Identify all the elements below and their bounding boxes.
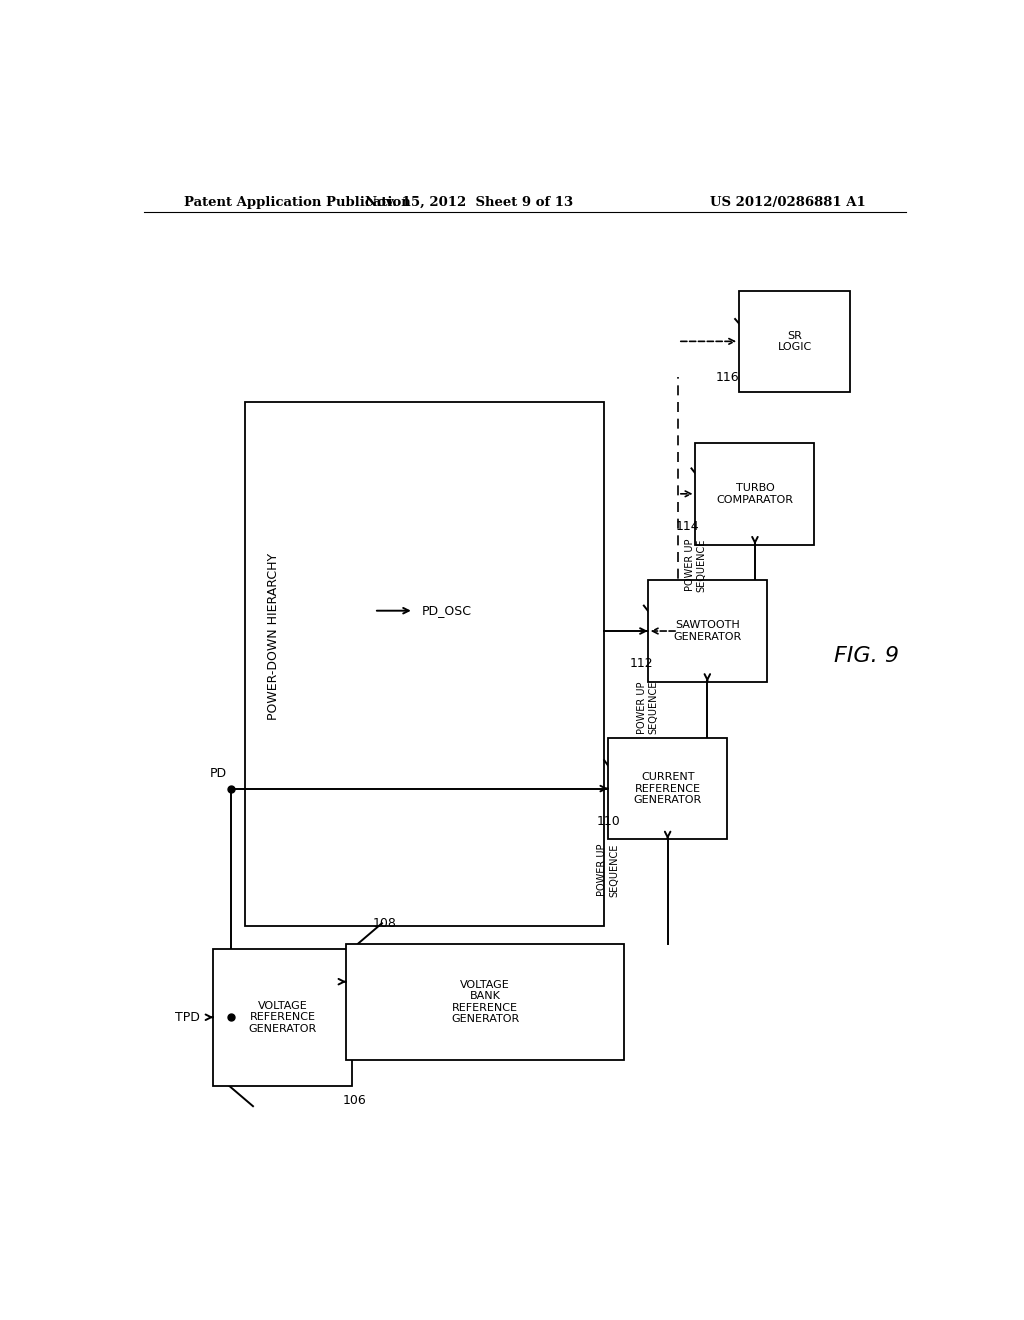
Text: 116: 116 — [715, 371, 739, 384]
Text: PD: PD — [210, 767, 227, 780]
Text: Patent Application Publication: Patent Application Publication — [183, 195, 411, 209]
Text: SAWTOOTH
GENERATOR: SAWTOOTH GENERATOR — [673, 620, 741, 642]
Text: POWER UP
SEQUENCE: POWER UP SEQUENCE — [685, 539, 707, 591]
Bar — [346, 944, 624, 1060]
Text: POWER UP
SEQUENCE: POWER UP SEQUENCE — [597, 843, 618, 896]
Text: 112: 112 — [630, 657, 653, 671]
Text: VOLTAGE
REFERENCE
GENERATOR: VOLTAGE REFERENCE GENERATOR — [249, 1001, 316, 1034]
Text: SR
LOGIC: SR LOGIC — [777, 330, 812, 352]
Text: Nov. 15, 2012  Sheet 9 of 13: Nov. 15, 2012 Sheet 9 of 13 — [366, 195, 573, 209]
Text: 106: 106 — [342, 1094, 366, 1107]
Text: 114: 114 — [676, 520, 699, 533]
Text: CURRENT
REFERENCE
GENERATOR: CURRENT REFERENCE GENERATOR — [634, 772, 701, 805]
Text: TPD: TPD — [174, 1011, 200, 1024]
Bar — [695, 444, 814, 545]
Text: VOLTAGE
BANK
REFERENCE
GENERATOR: VOLTAGE BANK REFERENCE GENERATOR — [451, 979, 519, 1024]
Text: FIG. 9: FIG. 9 — [834, 647, 898, 667]
Bar — [739, 290, 850, 392]
Text: 110: 110 — [596, 814, 620, 828]
Text: TURBO
COMPARATOR: TURBO COMPARATOR — [717, 483, 794, 504]
Bar — [246, 403, 604, 925]
Text: US 2012/0286881 A1: US 2012/0286881 A1 — [711, 195, 866, 209]
Text: 108: 108 — [373, 917, 396, 931]
Bar — [608, 738, 727, 840]
Bar — [648, 581, 767, 682]
Text: POWER UP
SEQUENCE: POWER UP SEQUENCE — [637, 681, 658, 734]
Bar — [213, 949, 352, 1086]
Text: PD_OSC: PD_OSC — [422, 605, 472, 618]
Text: POWER-DOWN HIERARCHY: POWER-DOWN HIERARCHY — [266, 553, 280, 719]
